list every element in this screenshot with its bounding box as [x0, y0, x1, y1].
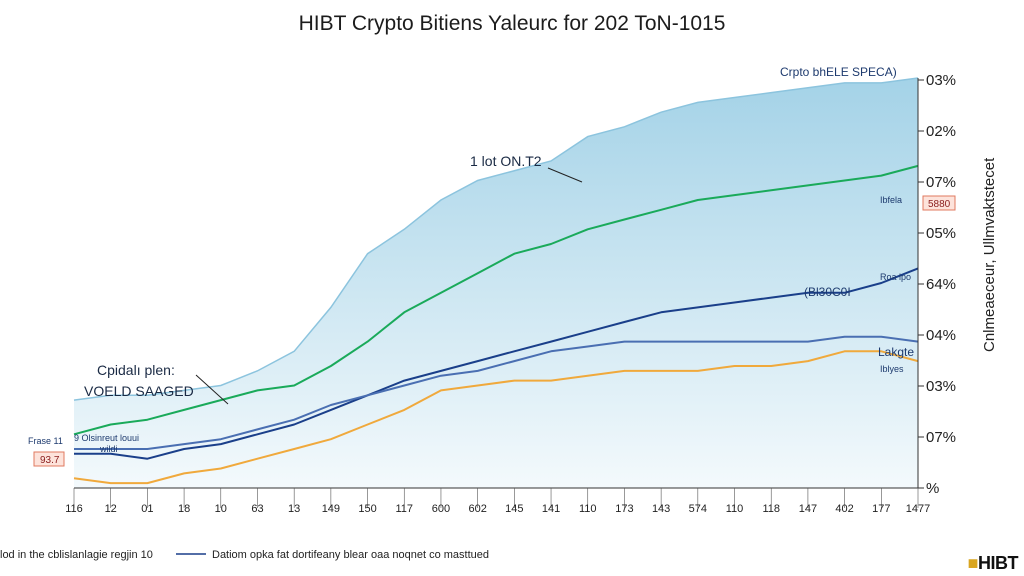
series-line-4	[73, 350, 919, 485]
annotation-mid: 1 lot ON.T2	[470, 153, 542, 169]
x-tick-label: 110	[726, 503, 744, 515]
x-tick-label: 600	[432, 503, 450, 515]
annotation-left-2: VOELD SAAGED	[84, 383, 194, 399]
x-tick-label: 118	[762, 503, 780, 515]
x-tick-label: 110	[579, 503, 597, 515]
y-tick-label: 03%	[926, 378, 956, 395]
x-tick-label: 1477	[906, 503, 930, 515]
annotation-right-navy: (Bl30C0I	[804, 285, 851, 299]
annotation-bottom-left-3: wildi	[99, 444, 118, 454]
x-tick-label: 143	[652, 503, 670, 515]
y-tick-label: 04%	[926, 327, 956, 344]
annotation-right-green: Ibfela	[880, 195, 902, 205]
annotation-bottom-left-2: 9 Olsinreut louui	[74, 433, 139, 443]
annotation-right-label-1: Lakgte	[878, 345, 914, 359]
axes-layer: 116 12 01 18 10 63 13 149 150 117 600 602 145 141 110 1…	[65, 72, 956, 515]
lines-layer	[73, 164, 919, 485]
hibt-logo: ■HIBT	[967, 553, 1019, 573]
x-tick-label: 18	[178, 503, 190, 515]
x-tick-label: 177	[872, 503, 890, 515]
x-tick-label: 141	[542, 503, 560, 515]
y-tick-label: 02%	[926, 123, 956, 140]
x-tick-label: 602	[468, 503, 486, 515]
annotation-right-navy-small: Roa lpo	[880, 272, 911, 282]
annotation-left-1: Cpidalı plen:	[97, 362, 175, 378]
x-tick-label: 574	[689, 503, 707, 515]
annotation-bottom-left-1: Frase 11	[28, 436, 63, 446]
annotation-top-right: Crpto bhELE SPECA)	[780, 65, 897, 79]
area-series-0	[74, 78, 918, 488]
annotation-layer: Crpto bhELE SPECA) 1 lot ON.T2 Cpidalı p…	[28, 65, 956, 467]
x-tick-label: 01	[141, 503, 153, 515]
badge-bottom-left-text: 93.7	[40, 455, 60, 466]
y-tick-label: 03%	[926, 72, 956, 89]
series-line-2	[74, 267, 919, 460]
area-series-edge-0	[73, 77, 919, 401]
y-axis-label: Cnlmeaeceur, Ullmvaktstecet	[981, 157, 998, 352]
footer-legend: Datiom opka fat dortifeany blear oaa noq…	[212, 549, 489, 561]
x-tick-label: 402	[835, 503, 853, 515]
annotation-left-arrow	[195, 374, 229, 405]
x-tick-label: 173	[615, 503, 633, 515]
hibt-logo-text: HIBT	[978, 553, 1019, 573]
y-tick-label: 64%	[926, 276, 956, 293]
badge-right-green	[922, 195, 956, 211]
badge-bottom-left	[33, 451, 65, 467]
y-tick-label: 07%	[926, 429, 956, 446]
x-tick-label: 147	[799, 503, 817, 515]
annotation-mid-arrow	[547, 167, 583, 183]
x-tick-label: 150	[358, 503, 376, 515]
x-tick-label: 63	[251, 503, 263, 515]
y-tick-label: 05%	[926, 225, 956, 242]
y-tick-label: 07%	[926, 174, 956, 191]
chart-title: HIBT Crypto Bitiens Yaleurc for 202 ToN-…	[298, 12, 726, 35]
series-line-3	[74, 335, 919, 450]
x-tick-label: 149	[322, 503, 340, 515]
x-tick-label: 117	[395, 503, 413, 515]
annotation-right-label-2: Iblyes	[880, 364, 904, 374]
x-tick-label: 12	[105, 503, 117, 515]
area-layer	[73, 77, 919, 488]
x-tick-label: 10	[215, 503, 227, 515]
x-tick-label: 13	[288, 503, 300, 515]
x-tick-label: 145	[505, 503, 523, 515]
y-tick-label: %	[926, 480, 939, 497]
series-line-1	[73, 164, 919, 436]
badge-right-green-text: 5880	[928, 199, 951, 210]
x-tick-label: 116	[65, 503, 83, 515]
footer-left: lod in the cblislanlagie regjin 10	[0, 549, 153, 561]
